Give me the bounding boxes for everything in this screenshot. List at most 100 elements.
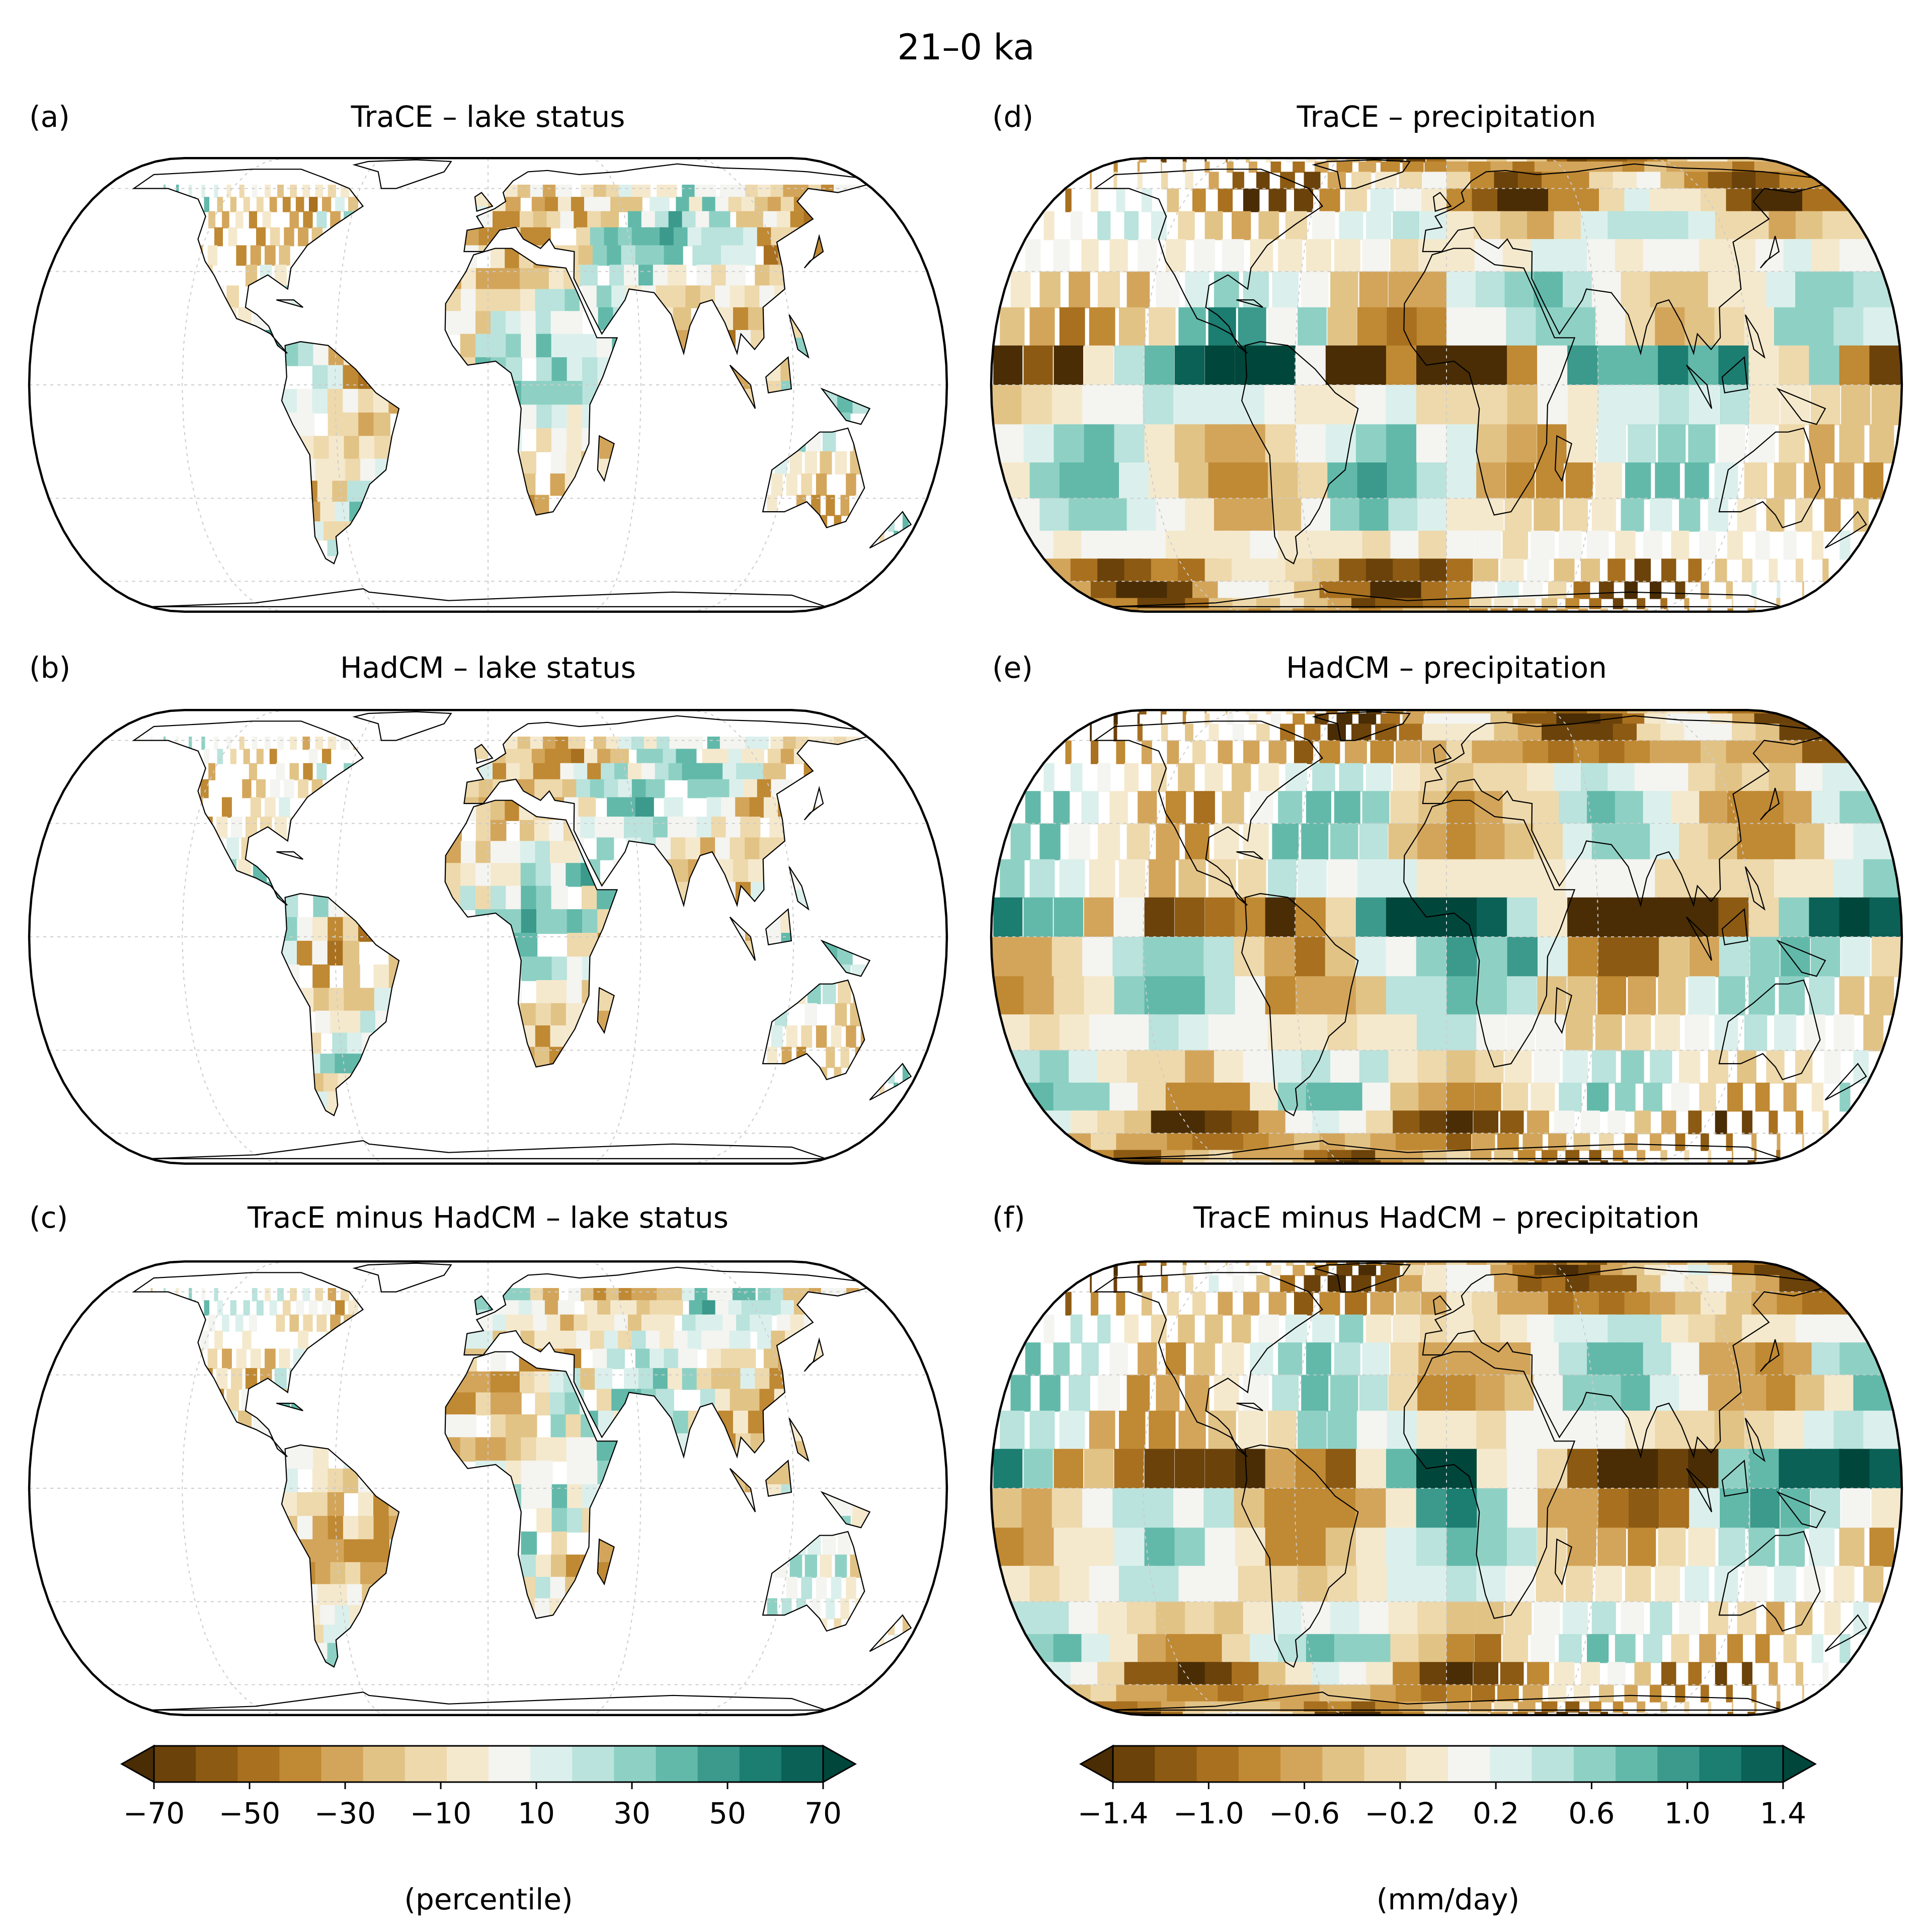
colorbar-bin xyxy=(405,1746,447,1782)
panel-title: TracE minus HadCM – lake status xyxy=(247,1200,729,1235)
panel-label: (d) xyxy=(992,100,1033,134)
map-panel-f xyxy=(990,1260,1903,1717)
colorbar-tick-label: 0.2 xyxy=(1473,1796,1519,1830)
colorbar-bin xyxy=(1280,1746,1323,1782)
colorbar-bin xyxy=(1238,1746,1281,1782)
map-panel-e xyxy=(990,708,1903,1165)
graticule xyxy=(991,710,1902,1164)
field-layer xyxy=(133,711,911,1159)
colorbar-bin xyxy=(279,1746,322,1782)
colorbar-bin xyxy=(1532,1746,1574,1782)
colorbar-bin xyxy=(489,1746,531,1782)
colorbar-tick-label: 1.0 xyxy=(1664,1796,1711,1830)
colorbar-tick-label: −1.4 xyxy=(1078,1796,1149,1830)
coastlines xyxy=(1093,711,1867,1159)
panel-label: (a) xyxy=(29,100,70,134)
map-border xyxy=(990,156,1903,613)
panel-title: HadCM – lake status xyxy=(340,651,636,685)
panel-c: (c) TracE minus HadCM – lake status xyxy=(28,1200,948,1717)
panel-f: (f) TracE minus HadCM – precipitation xyxy=(990,1200,1903,1717)
colorbar-extend-max xyxy=(1782,1744,1817,1784)
colorbar-extend-min xyxy=(1079,1744,1114,1784)
field-layer xyxy=(991,158,1902,612)
colorbar-tick-label: 70 xyxy=(804,1796,842,1830)
panel-label: (c) xyxy=(29,1200,68,1235)
colorbar-extend-max xyxy=(822,1744,857,1784)
coastlines xyxy=(1093,159,1867,607)
colorbar-bin xyxy=(237,1746,280,1782)
colorbar-tick-label: −10 xyxy=(410,1796,471,1830)
colorbar-bin xyxy=(1657,1746,1700,1782)
graticule xyxy=(991,1261,1902,1715)
colorbar-tick-label: −70 xyxy=(123,1796,185,1830)
colorbar-bin xyxy=(446,1746,489,1782)
panel-title: TraCE – lake status xyxy=(351,100,625,134)
colorbar-bin xyxy=(1448,1746,1490,1782)
map-border xyxy=(28,708,948,1165)
panel-label: (b) xyxy=(29,651,70,685)
colorbar-tick-label: −0.6 xyxy=(1269,1796,1340,1830)
panel-a: (a) TraCE – lake status xyxy=(28,100,948,613)
map-panel-a xyxy=(28,156,948,613)
figure-title: 21–0 ka xyxy=(897,27,1034,68)
panel-d: (d) TraCE – precipitation xyxy=(990,100,1903,613)
graticule xyxy=(29,1261,947,1715)
colorbar-bin xyxy=(1699,1746,1742,1782)
coastlines xyxy=(132,711,912,1159)
field-layer xyxy=(133,1263,911,1710)
colorbar-precipitation: (mm/day) −1.4 −1.0 −0.6 −0.2 0.2 0.6 1.0 1.4 xyxy=(1078,1744,1817,1916)
colorbar-bin xyxy=(1113,1746,1155,1782)
coastlines xyxy=(1093,1262,1867,1711)
colorbar-bin xyxy=(1573,1746,1616,1782)
coastlines xyxy=(132,1262,912,1711)
colorbar-bin xyxy=(1364,1746,1407,1782)
colorbar-unit: (percentile) xyxy=(404,1882,573,1916)
panel-title: TraCE – precipitation xyxy=(1297,100,1596,134)
colorbar-tick-label: 10 xyxy=(518,1796,555,1830)
field-layer xyxy=(133,159,911,607)
colorbar-bin xyxy=(572,1746,615,1782)
colorbar-bin xyxy=(1406,1746,1448,1782)
panel-e: (e) HadCM – precipitation xyxy=(990,651,1903,1165)
colorbar-bin xyxy=(154,1746,196,1782)
panel-label: (f) xyxy=(992,1200,1025,1235)
graticule xyxy=(29,158,947,612)
colorbar-unit: (mm/day) xyxy=(1377,1882,1519,1916)
colorbar-tick-label: 1.4 xyxy=(1760,1796,1806,1830)
colorbar-bin xyxy=(739,1746,782,1782)
field-layer xyxy=(991,1261,1902,1715)
colorbar-bin xyxy=(614,1746,657,1782)
map-panel-b xyxy=(28,708,948,1165)
map-panel-c xyxy=(28,1260,948,1717)
colorbar-bin xyxy=(781,1746,824,1782)
colorbar-bin xyxy=(1490,1746,1533,1782)
panel-b: (b) HadCM – lake status xyxy=(28,651,948,1165)
field-layer xyxy=(991,710,1902,1164)
colorbar-bin xyxy=(1155,1746,1197,1782)
map-border xyxy=(28,156,948,613)
colorbar-tick-label: −30 xyxy=(314,1796,376,1830)
colorbar-extend-min xyxy=(120,1744,155,1784)
colorbar-tick-label: −50 xyxy=(219,1796,280,1830)
map-border xyxy=(990,708,1903,1165)
colorbar-bin xyxy=(1741,1746,1784,1782)
colorbar-tick-label: 50 xyxy=(709,1796,746,1830)
coastlines xyxy=(132,159,912,607)
map-border xyxy=(28,1260,948,1717)
colorbar-bin xyxy=(656,1746,698,1782)
panel-title: TracE minus HadCM – precipitation xyxy=(1193,1200,1700,1235)
map-border xyxy=(990,1260,1903,1717)
colorbar-bin xyxy=(1616,1746,1658,1782)
colorbar-bin xyxy=(1322,1746,1365,1782)
graticule xyxy=(29,710,947,1164)
colorbar-lake-status: (percentile) −70 −50 −30 −10 10 30 50 70 xyxy=(120,1744,857,1916)
map-panel-d xyxy=(990,156,1903,613)
colorbar-bin xyxy=(363,1746,406,1782)
panel-label: (e) xyxy=(992,651,1033,685)
colorbar-bin xyxy=(196,1746,238,1782)
graticule xyxy=(991,158,1902,612)
colorbar-tick-label: 0.6 xyxy=(1568,1796,1615,1830)
colorbar-tick-label: −0.2 xyxy=(1364,1796,1435,1830)
colorbar-tick-label: 30 xyxy=(613,1796,651,1830)
